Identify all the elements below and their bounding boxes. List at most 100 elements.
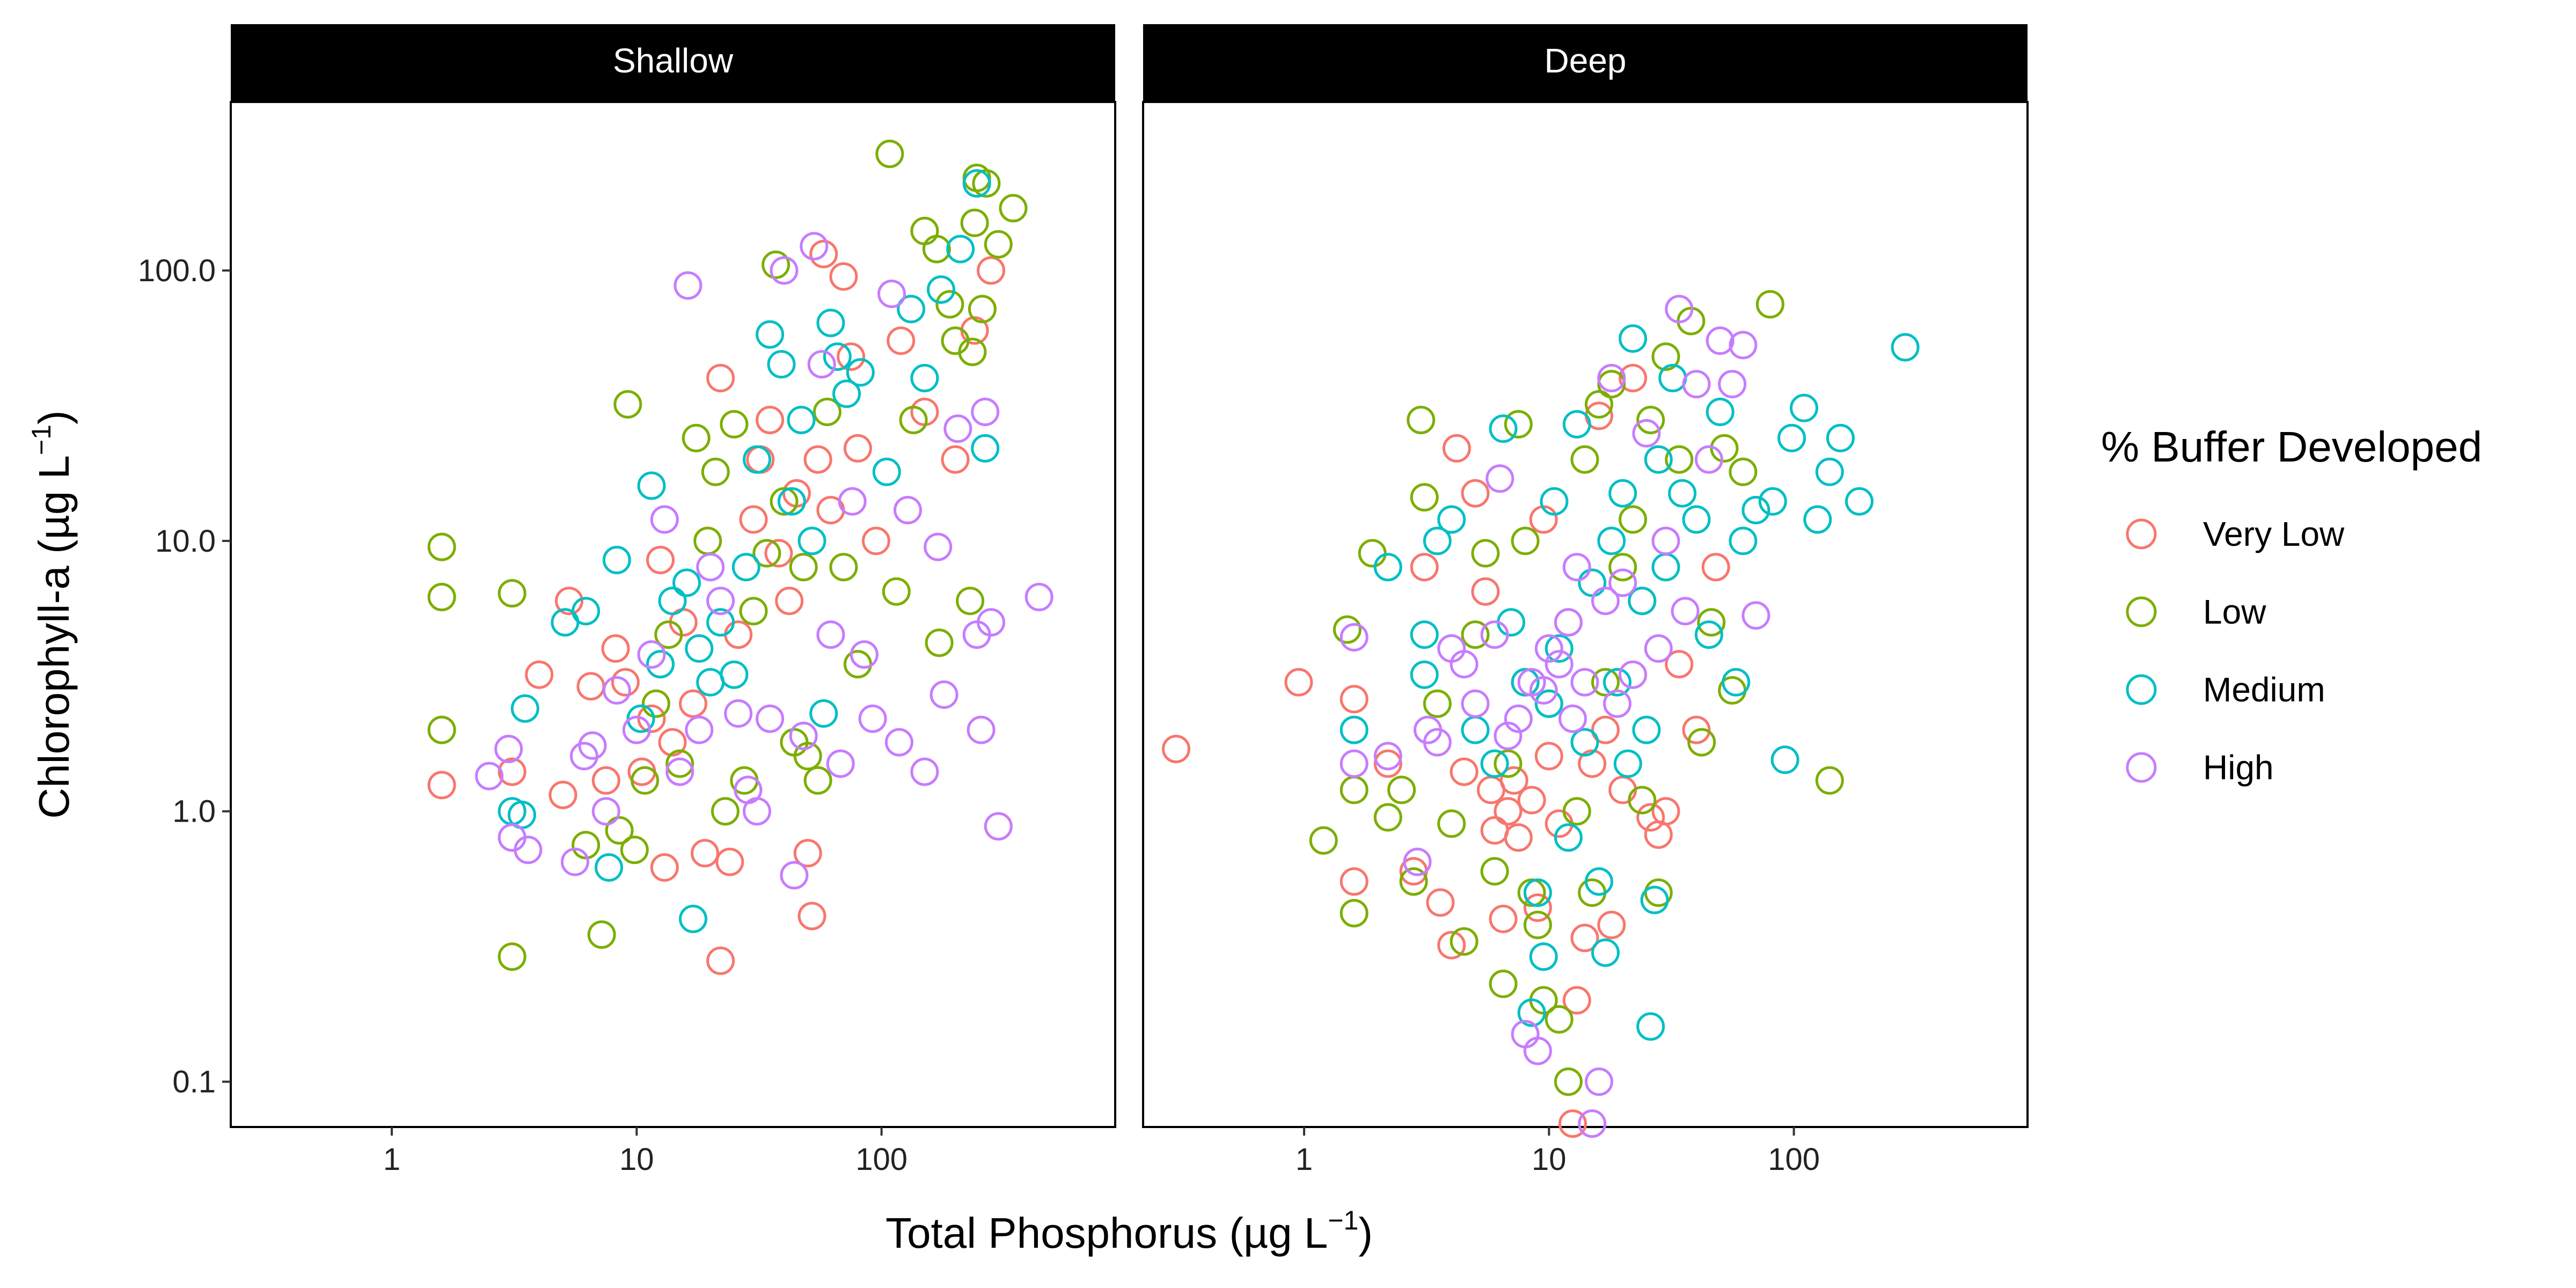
point-deep-medium <box>1489 414 1518 443</box>
point-deep-low <box>1511 526 1540 555</box>
point-shallow-high <box>826 749 855 778</box>
point-shallow-very-low <box>793 839 822 868</box>
point-deep-low <box>1387 775 1416 804</box>
point-shallow-low <box>654 620 683 649</box>
point-deep-high <box>1608 568 1637 597</box>
point-shallow-low <box>682 423 711 452</box>
point-shallow-high <box>807 350 836 379</box>
point-shallow-medium <box>572 597 601 626</box>
x-tick-label: 10 <box>1532 1142 1567 1177</box>
point-deep-low <box>1504 410 1533 438</box>
point-deep-very-low <box>1162 735 1190 764</box>
point-shallow-very-low <box>525 660 554 689</box>
point-deep-medium <box>1591 938 1620 967</box>
point-shallow-medium <box>743 445 771 474</box>
point-shallow-medium <box>720 660 749 689</box>
point-shallow-very-low <box>843 434 872 463</box>
x-axis-label-end: ) <box>1358 1209 1373 1257</box>
point-shallow-high <box>894 496 922 524</box>
x-axis-label: Total Phosphorus (µg L−1) <box>885 1205 1373 1257</box>
point-shallow-medium <box>927 275 955 304</box>
point-deep-very-low <box>1558 1109 1587 1138</box>
point-deep-low <box>1597 370 1626 399</box>
point-shallow-medium <box>787 406 816 435</box>
legend-key-very-low <box>2126 518 2157 550</box>
point-shallow-very-low <box>555 587 583 616</box>
point-deep-high <box>1597 364 1626 392</box>
legend-title: % Buffer Developed <box>2101 423 2482 471</box>
panel-deep: Deep <box>1142 24 2029 1138</box>
point-deep-medium <box>1815 457 1844 486</box>
point-deep-high <box>1570 668 1599 697</box>
point-shallow-very-low <box>887 326 916 355</box>
point-deep-low <box>1687 728 1716 757</box>
point-deep-high <box>1485 464 1514 493</box>
point-shallow-low <box>762 250 791 279</box>
point-deep-medium <box>1845 487 1874 516</box>
point-shallow-high <box>967 715 996 744</box>
point-shallow-high <box>665 757 694 786</box>
point-shallow-medium <box>767 350 796 379</box>
point-deep-low <box>1729 457 1758 486</box>
point-shallow-medium <box>846 358 875 387</box>
point-shallow-low <box>875 140 904 169</box>
legend-key-low <box>2126 596 2157 627</box>
point-shallow-low <box>427 715 456 744</box>
point-deep-very-low <box>1410 553 1439 582</box>
legend-label-low: Low <box>2203 592 2266 631</box>
point-shallow-low <box>882 577 911 606</box>
point-deep-low <box>1450 927 1479 956</box>
point-deep-high <box>1651 526 1680 555</box>
point-deep-high <box>1682 370 1711 399</box>
point-deep-high <box>1340 623 1368 652</box>
point-shallow-very-low <box>724 620 753 649</box>
point-deep-very-low <box>1591 715 1620 744</box>
point-shallow-high <box>943 414 972 443</box>
point-shallow-low <box>693 526 722 555</box>
point-deep-very-low <box>1504 823 1533 852</box>
y-tick-label: 0.1 <box>172 1065 216 1100</box>
point-shallow-low <box>427 583 456 611</box>
point-deep-low <box>1628 786 1657 815</box>
point-deep-very-low <box>1499 766 1528 795</box>
point-deep-medium <box>1668 479 1697 508</box>
point-shallow-very-low <box>601 634 630 663</box>
y-tick-label: 100.0 <box>138 253 216 288</box>
point-deep-very-low <box>1494 797 1523 826</box>
point-deep-high <box>1585 1067 1613 1096</box>
point-shallow-low <box>803 766 832 795</box>
point-deep-very-low <box>1636 803 1665 832</box>
point-shallow-medium <box>658 587 687 616</box>
point-shallow-medium <box>510 694 539 723</box>
point-deep-high <box>1504 704 1533 733</box>
point-shallow-high <box>838 487 867 516</box>
point-shallow-medium <box>696 668 725 697</box>
point-deep-medium <box>1529 942 1558 971</box>
point-shallow-low <box>984 230 1013 259</box>
point-deep-very-low <box>1682 715 1711 744</box>
point-shallow-very-low <box>611 668 640 697</box>
point-shallow-very-low <box>497 757 526 786</box>
y-axis: 0.1 1.0 10.0 100.0 <box>138 253 231 1100</box>
point-deep-low <box>1651 342 1680 371</box>
point-deep-medium <box>1632 715 1661 744</box>
point-deep-low <box>1399 867 1428 896</box>
point-shallow-medium <box>816 309 845 338</box>
point-shallow-low <box>605 816 634 845</box>
point-shallow-very-low <box>715 847 744 876</box>
point-shallow-low <box>925 628 954 657</box>
point-shallow-low <box>793 742 822 771</box>
point-shallow-high <box>591 797 620 826</box>
point-deep-medium <box>1570 728 1599 757</box>
point-shallow-medium <box>602 546 631 574</box>
point-deep-high <box>1578 1109 1607 1138</box>
points-shallow <box>427 140 1053 975</box>
point-shallow-low <box>780 728 809 757</box>
point-shallow-very-low <box>679 689 707 718</box>
point-shallow-high <box>780 861 809 890</box>
point-shallow-medium <box>777 487 806 516</box>
point-deep-low <box>1309 826 1338 855</box>
point-deep-high <box>1665 295 1694 324</box>
point-deep-high <box>1450 650 1479 679</box>
plot-frame-shallow <box>230 101 1116 1128</box>
